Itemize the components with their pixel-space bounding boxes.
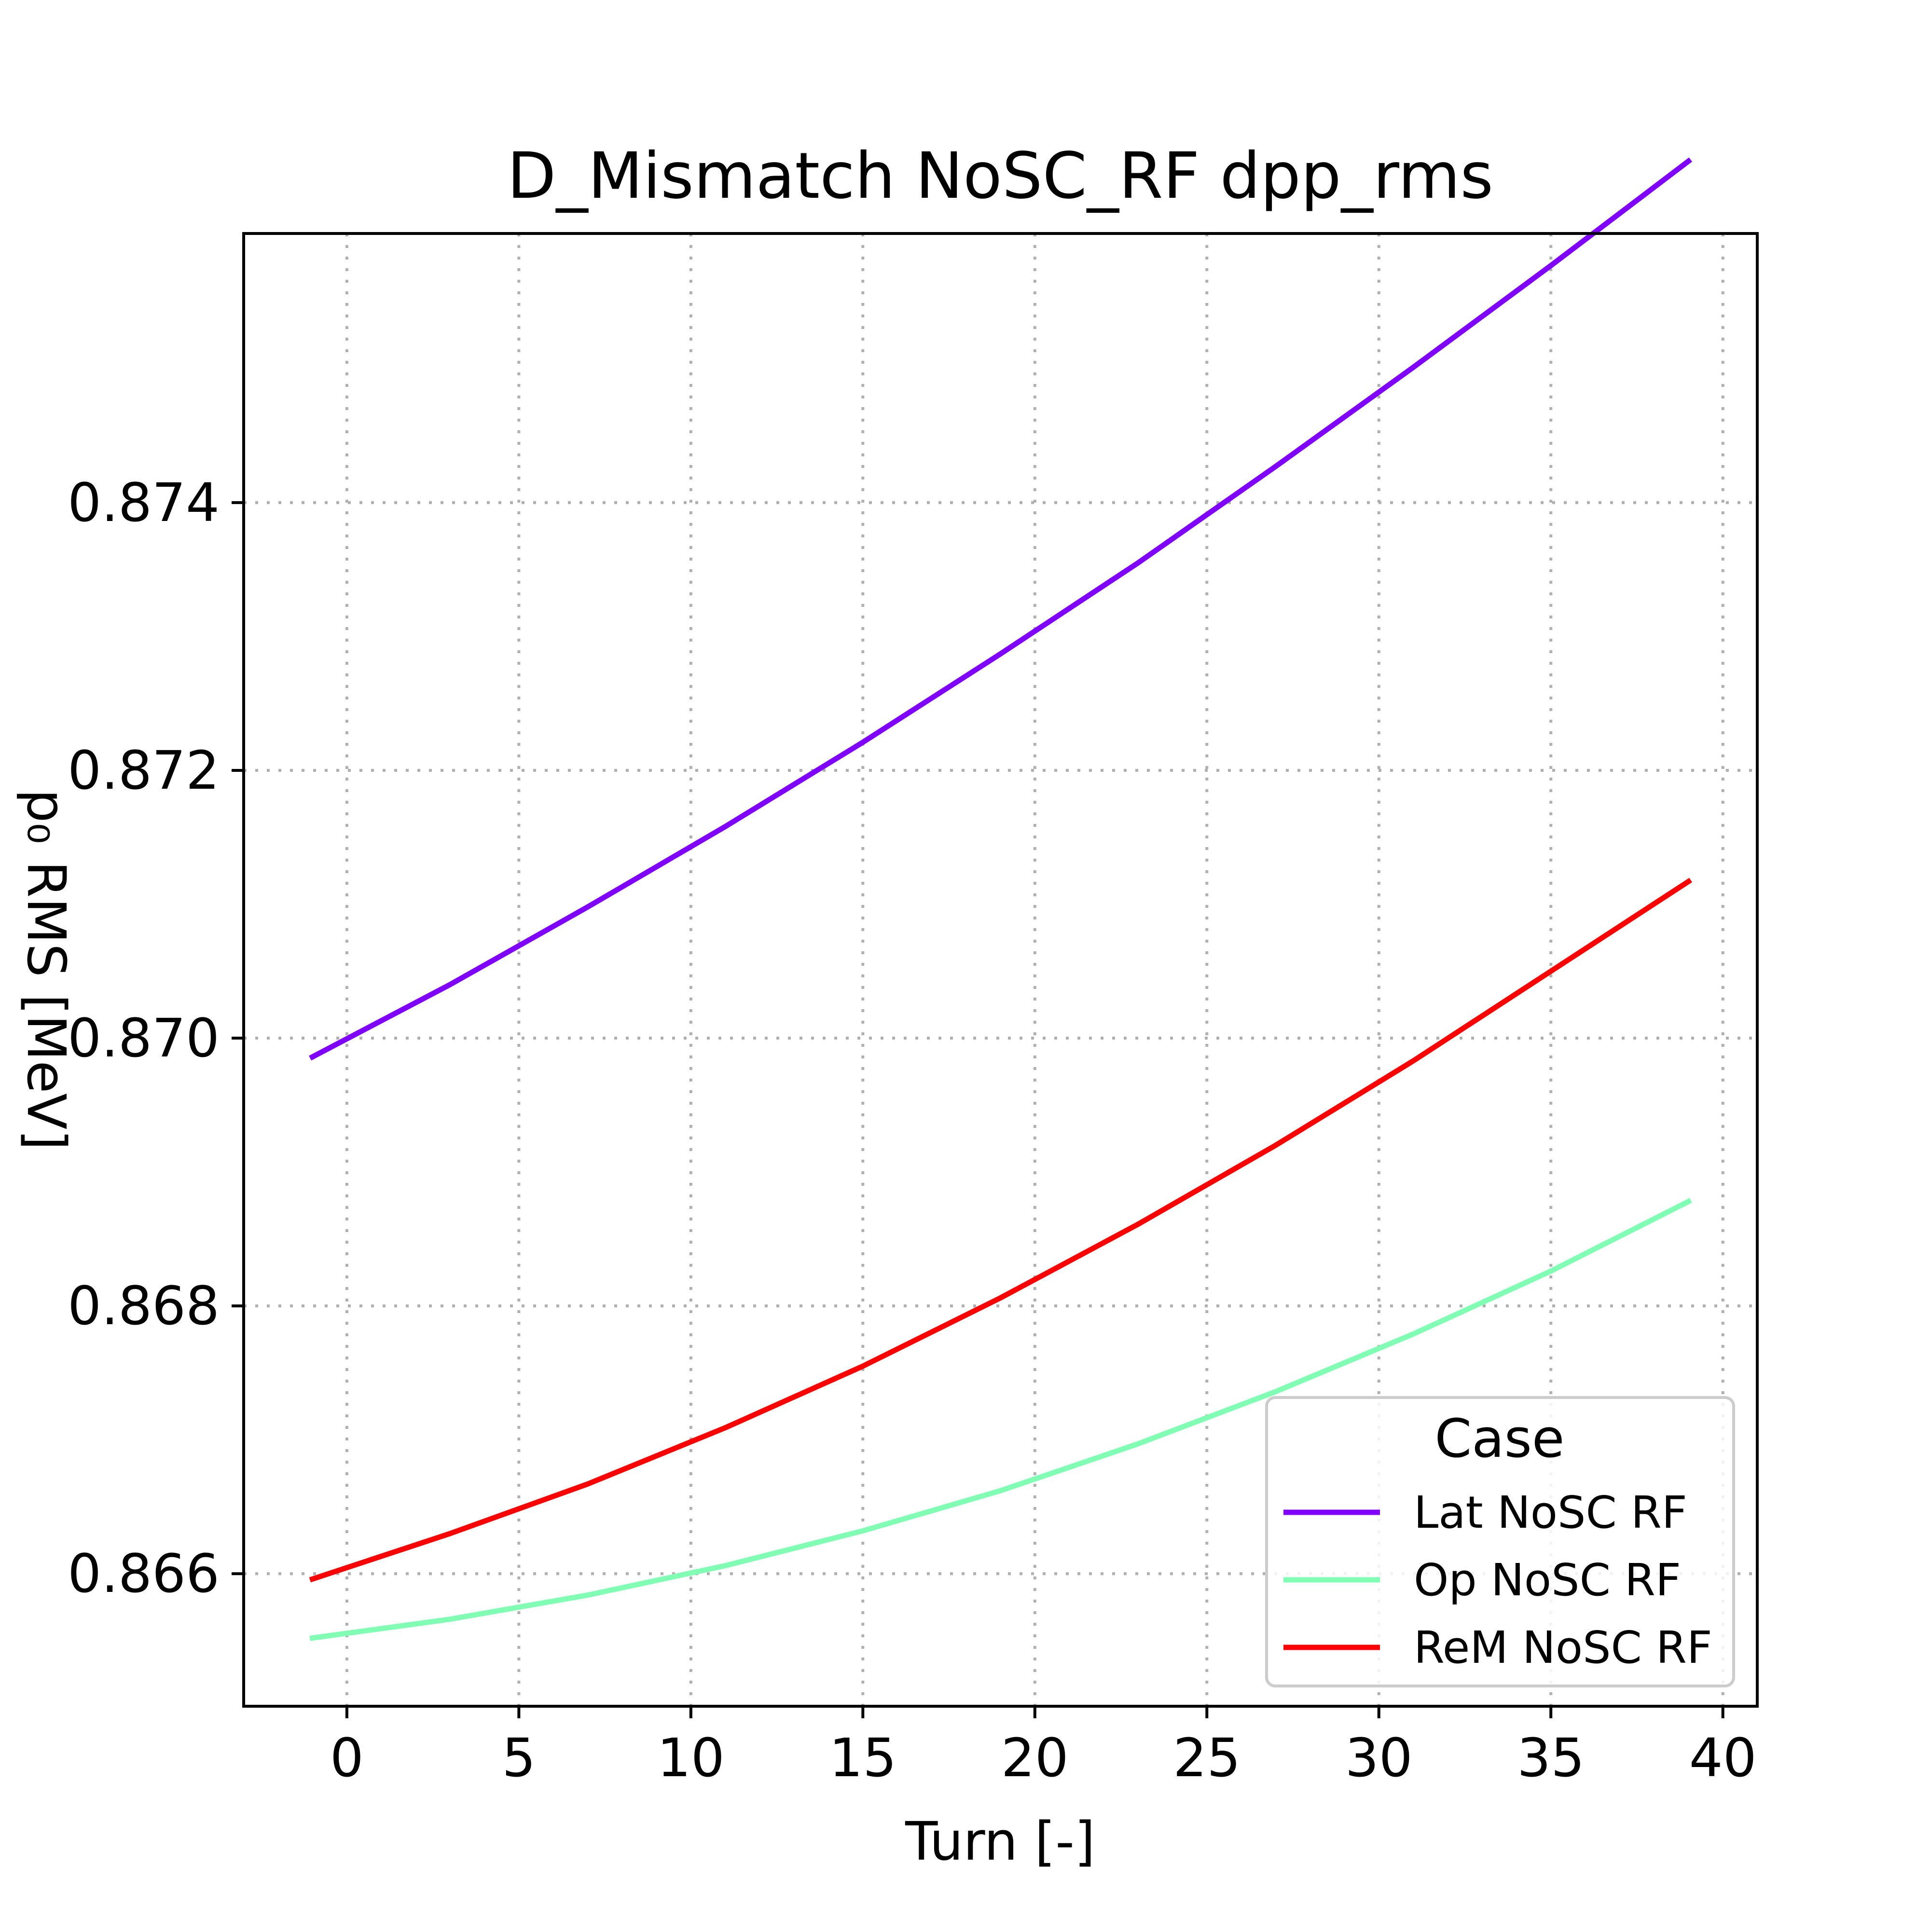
legend-title: Case (1434, 1408, 1564, 1469)
legend-label-3: ReM NoSC RF (1414, 1622, 1712, 1673)
y-tick-label: 0.868 (68, 1275, 220, 1337)
y-tick-label: 0.870 (68, 1007, 220, 1069)
series-line-1 (309, 157, 1693, 1061)
y-tick-label: 0.872 (68, 740, 220, 801)
x-axis-label: Turn [-] (905, 1810, 1095, 1872)
legend-label-1: Lat NoSC RF (1414, 1487, 1687, 1538)
legend-box (1265, 1396, 1735, 1687)
legend: Case Lat NoSC RF Op NoSC RF ReM NoSC RF (1265, 1396, 1735, 1687)
y-tick-label: 0.866 (68, 1543, 220, 1604)
y-tick-label: 0.874 (68, 472, 220, 534)
x-tick-label: 35 (1517, 1727, 1585, 1789)
x-tick-label: 20 (1001, 1727, 1069, 1789)
series-line-3 (309, 877, 1693, 1583)
x-tick-label: 5 (502, 1727, 536, 1789)
x-tick-label: 10 (657, 1727, 725, 1789)
series-line-2 (309, 1198, 1692, 1641)
y-axis-label: p₀ RMS [MeV] (15, 789, 77, 1151)
x-tick-label: 15 (829, 1727, 896, 1789)
chart-title: D_Mismatch NoSC_RF dpp_rms (507, 139, 1493, 213)
x-tick-label: 0 (330, 1727, 364, 1789)
plot-frame (242, 232, 1759, 1708)
x-tick-label: 40 (1689, 1727, 1757, 1789)
x-tick-label: 30 (1345, 1727, 1413, 1789)
legend-label-2: Op NoSC RF (1414, 1554, 1681, 1606)
x-tick-label: 25 (1173, 1727, 1241, 1789)
